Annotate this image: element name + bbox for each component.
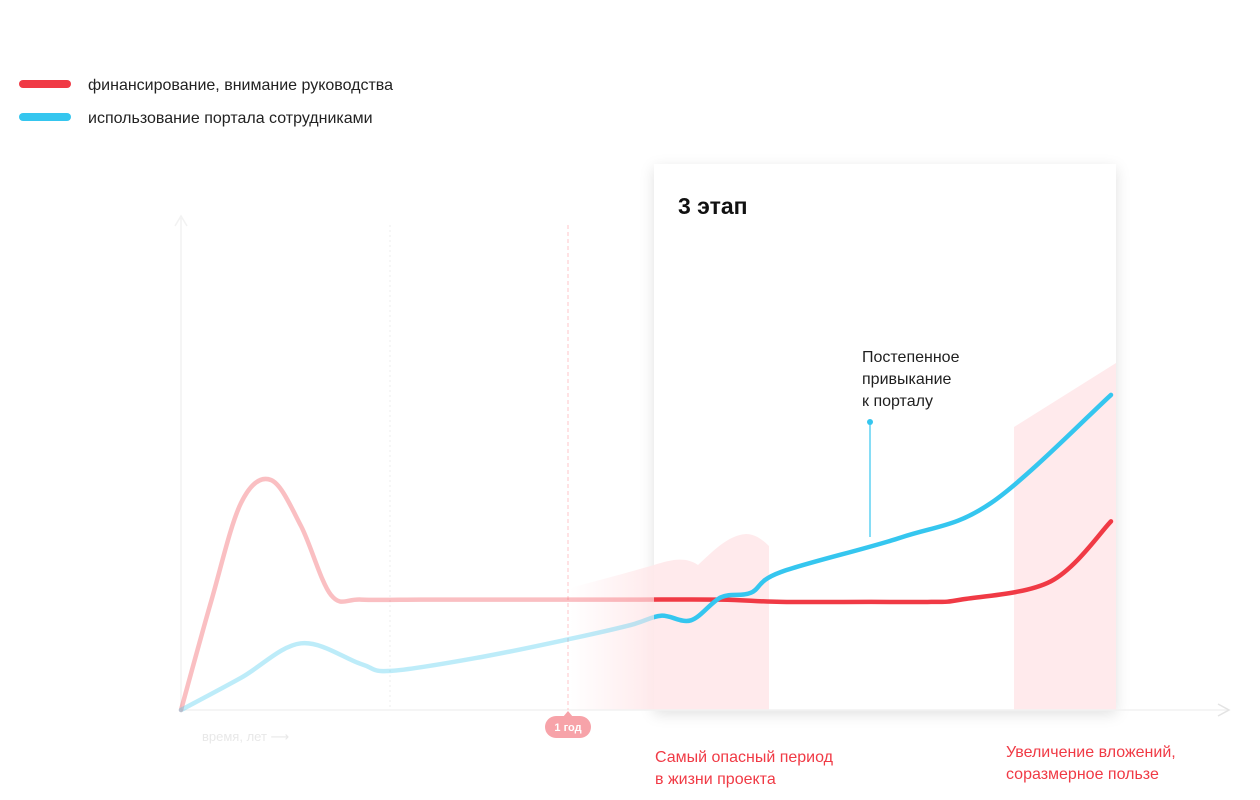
series-layer	[178, 392, 1114, 713]
series-line-funding	[178, 476, 1114, 713]
axes: время, лет ⟶	[174, 214, 1231, 744]
callout-line-3: к порталу	[862, 393, 933, 410]
investment-period-band	[1014, 363, 1116, 710]
stage-title: 3 этап	[678, 193, 748, 219]
legend-label-funding: финансирование, внимание руководства	[88, 77, 393, 94]
callout-line-2: привыкание	[862, 371, 952, 388]
investment-note-line-1: Увеличение вложений,	[1006, 744, 1176, 761]
year-marker: 1 год	[545, 711, 591, 738]
x-axis-arrow	[1217, 703, 1231, 717]
callout-dot	[867, 419, 873, 425]
year-marker-pointer	[563, 711, 573, 717]
callout-line-1: Постепенное	[862, 349, 960, 366]
x-axis-label: время, лет ⟶	[202, 729, 289, 744]
legend-item-funding: финансирование, внимание руководства	[19, 77, 393, 94]
legend-item-usage: использование портала сотрудниками	[19, 110, 373, 127]
callout: Постепенное привыкание к порталу	[862, 349, 960, 537]
year-marker-badge	[545, 716, 591, 738]
legend-label-usage: использование портала сотрудниками	[88, 110, 373, 127]
danger-period-note: Самый опасный период в жизни проекта	[655, 749, 834, 788]
danger-period-note-line-2: в жизни проекта	[655, 771, 776, 788]
series-line-usage	[178, 392, 1114, 713]
investment-note-line-2: соразмерное пользе	[1006, 766, 1159, 783]
danger-period-band	[654, 534, 769, 710]
danger-period-note-line-1: Самый опасный период	[655, 749, 834, 766]
y-axis-arrow	[174, 214, 188, 227]
year-marker-label: 1 год	[554, 722, 581, 734]
legend: финансирование, внимание руководства исп…	[19, 77, 393, 127]
investment-note: Увеличение вложений, соразмерное пользе	[1006, 744, 1176, 783]
